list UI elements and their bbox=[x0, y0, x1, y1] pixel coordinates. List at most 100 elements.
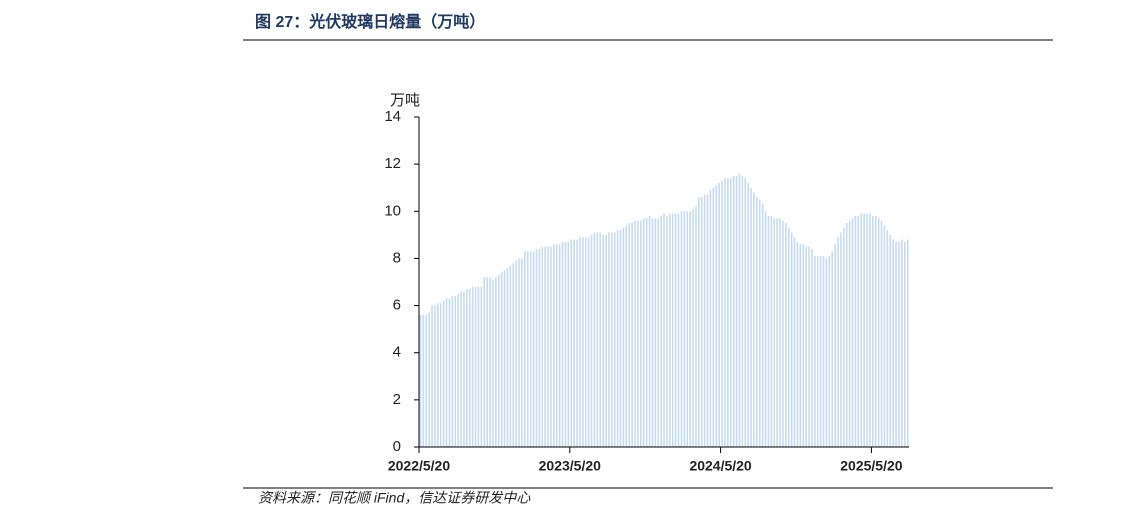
bar bbox=[761, 204, 764, 447]
bar bbox=[674, 213, 677, 447]
bar bbox=[866, 213, 868, 447]
bar bbox=[727, 178, 729, 448]
x-tick-label: 2023/5/20 bbox=[539, 458, 601, 474]
bar bbox=[437, 303, 439, 447]
bar bbox=[776, 218, 778, 447]
bar bbox=[732, 175, 735, 447]
bar bbox=[819, 256, 822, 447]
bar bbox=[721, 180, 723, 447]
bar bbox=[715, 185, 718, 447]
bar bbox=[744, 178, 747, 448]
bar bbox=[483, 277, 486, 447]
bar bbox=[680, 211, 683, 447]
bar bbox=[524, 251, 526, 447]
bar bbox=[790, 232, 793, 447]
bar bbox=[474, 286, 477, 447]
bar bbox=[689, 211, 691, 447]
bar bbox=[843, 227, 845, 447]
bar bbox=[593, 232, 596, 447]
bar bbox=[872, 216, 874, 447]
bar bbox=[645, 218, 648, 447]
bar bbox=[883, 225, 886, 447]
bar bbox=[834, 244, 836, 447]
bar bbox=[863, 213, 865, 447]
bar bbox=[567, 241, 570, 447]
bar bbox=[837, 237, 839, 447]
bar bbox=[576, 239, 578, 447]
bar bbox=[840, 232, 842, 447]
bar bbox=[521, 258, 523, 447]
y-axis-label: 万吨 bbox=[390, 92, 420, 109]
bar bbox=[741, 175, 744, 447]
bar bbox=[634, 220, 636, 447]
bar bbox=[457, 293, 459, 447]
bar bbox=[544, 246, 546, 447]
bar bbox=[564, 241, 567, 447]
y-tick-label: 0 bbox=[393, 438, 401, 455]
bar bbox=[445, 298, 448, 447]
bar bbox=[471, 286, 474, 447]
bar bbox=[509, 265, 512, 447]
bar bbox=[808, 246, 810, 447]
bar bbox=[468, 289, 471, 447]
x-tick-label: 2025/5/20 bbox=[840, 458, 902, 474]
bar bbox=[486, 277, 488, 447]
bar bbox=[648, 216, 651, 447]
bar bbox=[709, 190, 712, 448]
bar bbox=[535, 249, 538, 447]
bar bbox=[851, 218, 854, 447]
bar bbox=[538, 249, 541, 447]
y-tick-label: 8 bbox=[393, 249, 401, 266]
bar bbox=[515, 260, 517, 447]
bar bbox=[677, 213, 680, 447]
bar bbox=[419, 315, 422, 447]
bar bbox=[811, 249, 813, 447]
bar bbox=[500, 272, 503, 447]
bar bbox=[448, 298, 451, 447]
bar bbox=[886, 230, 889, 447]
bar bbox=[480, 286, 483, 447]
bar bbox=[700, 197, 703, 447]
bar bbox=[895, 241, 897, 447]
bar bbox=[431, 305, 433, 447]
bar bbox=[747, 183, 749, 447]
bar bbox=[805, 246, 807, 447]
bar bbox=[640, 220, 642, 447]
bar bbox=[669, 213, 671, 447]
source-note: 资料来源：同花顺 iFind，信达证券研发中心 bbox=[258, 490, 531, 506]
bar bbox=[892, 239, 894, 447]
bar bbox=[599, 232, 602, 447]
bar bbox=[724, 178, 726, 448]
bar bbox=[611, 232, 613, 447]
bar bbox=[512, 263, 515, 447]
bar bbox=[602, 234, 604, 447]
bar bbox=[628, 223, 631, 447]
bar bbox=[553, 244, 555, 447]
y-tick-label: 6 bbox=[393, 297, 401, 314]
y-tick-label: 10 bbox=[384, 202, 401, 219]
bar bbox=[692, 208, 694, 447]
bar bbox=[619, 230, 622, 447]
bar bbox=[489, 277, 491, 447]
bar bbox=[898, 241, 900, 447]
bar bbox=[854, 216, 857, 447]
bar bbox=[666, 216, 668, 447]
bar bbox=[454, 296, 457, 447]
bar bbox=[637, 220, 639, 447]
y-tick-label: 4 bbox=[393, 344, 401, 361]
bar bbox=[770, 216, 773, 447]
bar bbox=[857, 216, 860, 447]
bar bbox=[825, 258, 828, 447]
bar bbox=[477, 286, 480, 447]
bar bbox=[631, 223, 633, 447]
bar bbox=[845, 223, 848, 447]
bar bbox=[831, 251, 834, 447]
bar bbox=[605, 234, 607, 447]
bar bbox=[767, 216, 770, 447]
bar bbox=[492, 279, 494, 447]
bar bbox=[758, 199, 761, 447]
bar bbox=[848, 220, 851, 447]
bar bbox=[796, 241, 799, 447]
bar bbox=[683, 211, 686, 447]
